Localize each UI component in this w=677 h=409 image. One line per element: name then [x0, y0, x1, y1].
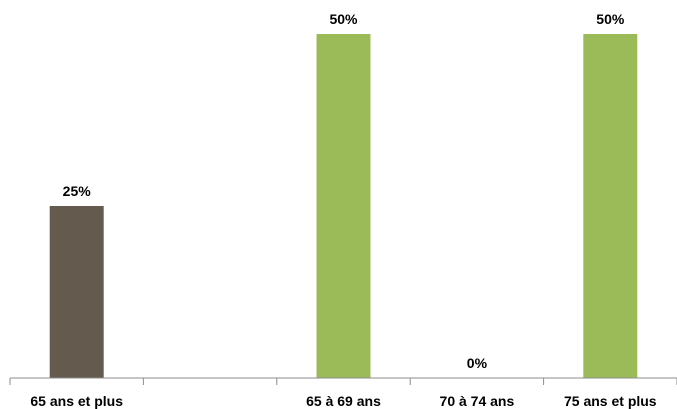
bar-1 [49, 206, 104, 378]
bar-value-label: 50% [596, 11, 625, 27]
category-label: 75 ans et plus [564, 393, 657, 409]
value-labels-group: 25% 50% 0% 50% [63, 11, 625, 371]
bar-value-label: 50% [329, 11, 358, 27]
x-axis-ticks [9, 378, 677, 385]
bar-value-label: 25% [63, 183, 92, 199]
category-labels-group: 65 ans et plus 65 à 69 ans 70 à 74 ans 75 a… [30, 393, 656, 409]
category-label: 70 à 74 ans [440, 393, 515, 409]
bar-value-label: 0% [467, 355, 488, 371]
category-label: 65 à 69 ans [306, 393, 381, 409]
bar-3 [316, 34, 371, 378]
bar-5 [583, 34, 638, 378]
bars-group [49, 34, 638, 378]
category-label: 65 ans et plus [30, 393, 123, 409]
